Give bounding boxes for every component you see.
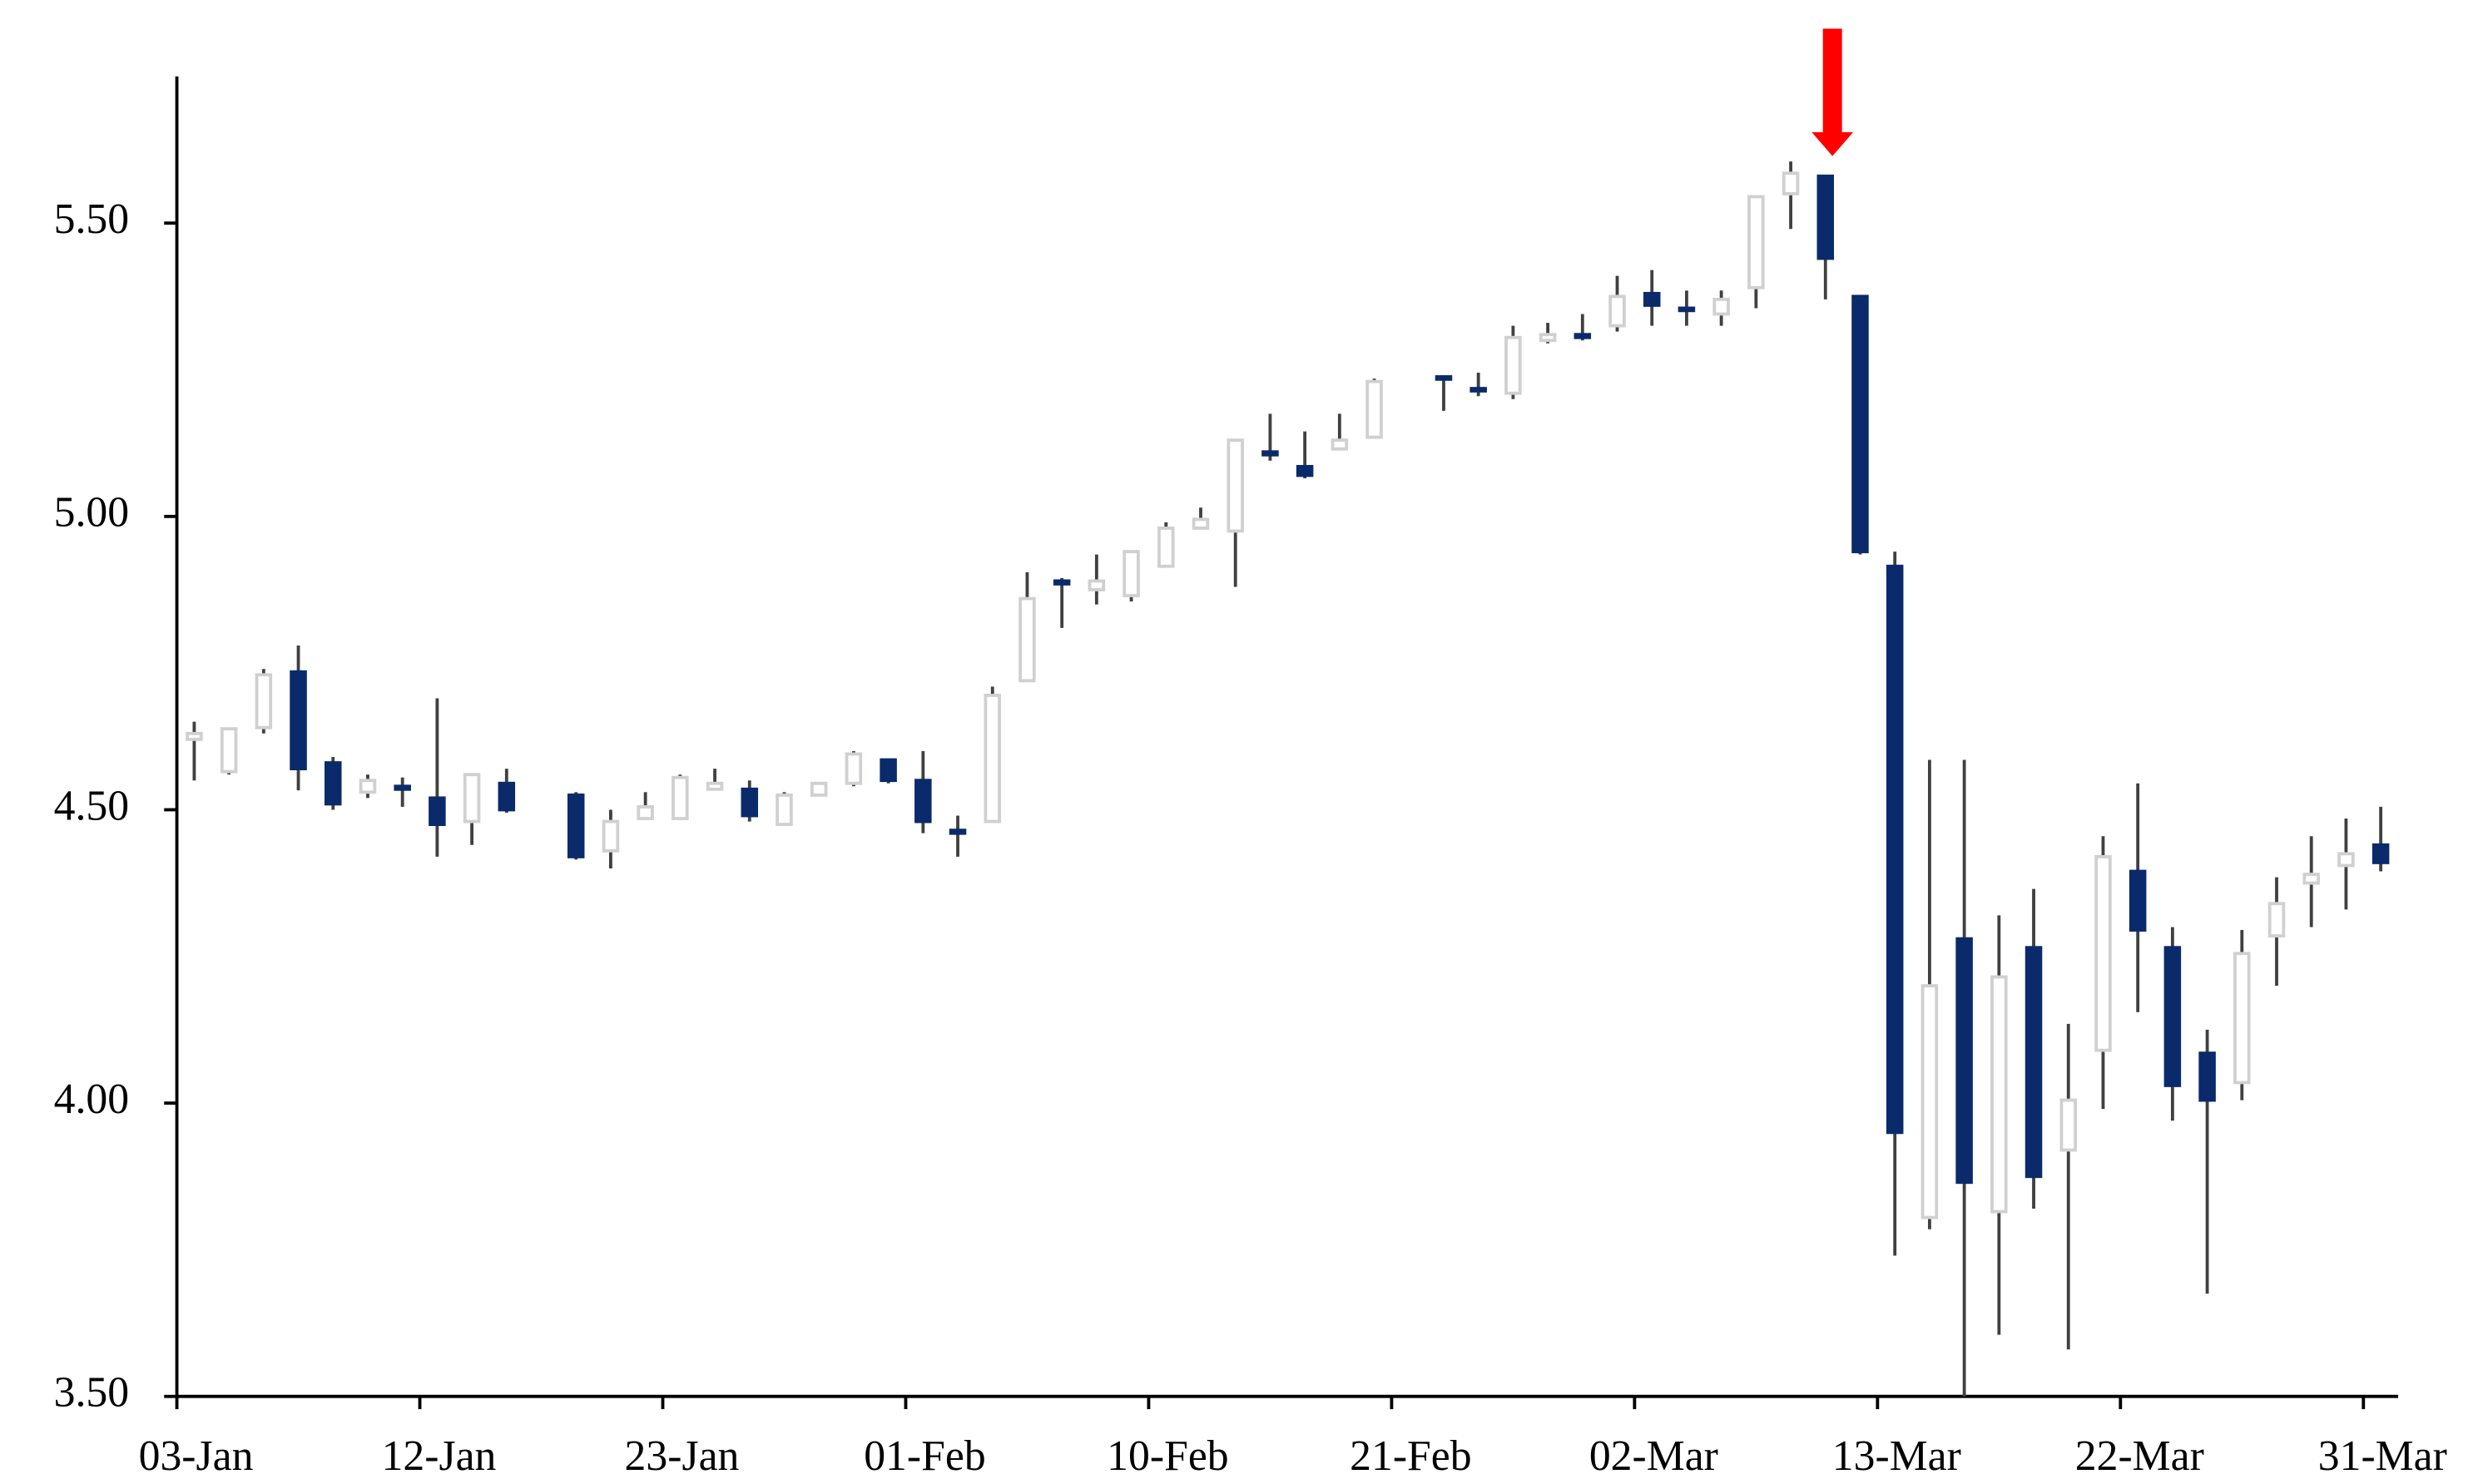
candle-body [1365,379,1383,439]
candle-body [567,793,585,858]
candle-body [2302,873,2320,885]
candle-body [741,787,759,818]
y-tick-label: 4.50 [54,782,129,829]
arrow-shaft [1822,28,1842,134]
y-tick-label: 5.00 [54,489,129,537]
candle-body [810,781,828,797]
candle-body [1608,294,1626,328]
candle-body [1643,291,1661,307]
x-tick-label: 21-Feb [1350,1432,1471,1480]
candle-body [2129,869,2147,932]
candle-body [1747,195,1765,289]
candle-body [1088,579,1106,591]
candle-body [1782,171,1800,195]
candle-body [2233,952,2251,1085]
candle-body [776,793,793,827]
candle-body [463,773,481,824]
candle-body [2094,854,2112,1052]
candle-body [324,761,342,806]
arrow-head [1811,131,1854,156]
candle-body [498,781,516,812]
candle-body [290,670,307,771]
candle-body [1192,517,1210,530]
y-tick-label: 3.50 [54,1369,129,1417]
candle-body [394,784,411,791]
candle-body [1920,984,1939,1219]
candle-body [1539,333,1557,343]
candle-body [220,727,238,774]
candle-body [1261,450,1279,457]
candle-body [1955,937,1973,1185]
candle-body [1435,375,1453,381]
x-tick-label: 23-Jan [625,1432,740,1480]
candle-body [2198,1051,2216,1102]
x-tick-label: 22-Mar [2075,1432,2204,1480]
candle-body [845,752,863,785]
candle-body [637,805,654,820]
candle-body [2163,946,2182,1087]
x-tick-label: 02-Mar [1589,1432,1718,1480]
candle-body [359,779,377,794]
x-tick-label: 10-Feb [1107,1432,1228,1480]
candle-body [949,829,967,835]
candle-body [1053,579,1071,586]
x-tick-label: 13-Mar [1832,1432,1961,1480]
candle-body [602,819,620,853]
candle-body [880,758,897,783]
candle-body [1712,297,1730,316]
event-arrow [1811,28,1854,156]
candle-body [1018,596,1036,683]
candle-body [1331,438,1349,451]
candle-body [255,673,273,730]
candle-body [1990,975,2008,1214]
candle-body [1816,174,1835,260]
x-tick-label: 12-Jan [382,1432,497,1480]
y-tick-label: 5.50 [54,195,129,243]
candle-body [1296,464,1314,477]
candle-body [914,779,932,824]
candle-body [672,775,689,820]
candle-body [2371,843,2390,864]
candle-body [1886,564,1904,1135]
x-tick-label: 01-Feb [864,1432,985,1480]
x-tick-label: 03-Jan [139,1432,254,1480]
candle-body [1678,306,1696,313]
candle-body [1123,550,1140,597]
candle-body [2024,946,2043,1179]
candle-body [2059,1098,2078,1152]
candle-body [1504,335,1522,395]
candle-body [186,731,203,741]
candle-body [1157,527,1175,568]
candle-body [1851,294,1869,554]
candle-body [706,781,724,791]
candle-body [1469,387,1487,393]
candle-body [1574,333,1592,339]
candle-body [984,694,1002,824]
x-tick-label: 31-Mar [2318,1432,2447,1480]
candle-body [2337,852,2355,868]
candle-body [2267,902,2286,938]
candle-body [1227,438,1244,533]
candle-body [429,796,446,827]
y-tick-label: 4.00 [54,1076,129,1123]
